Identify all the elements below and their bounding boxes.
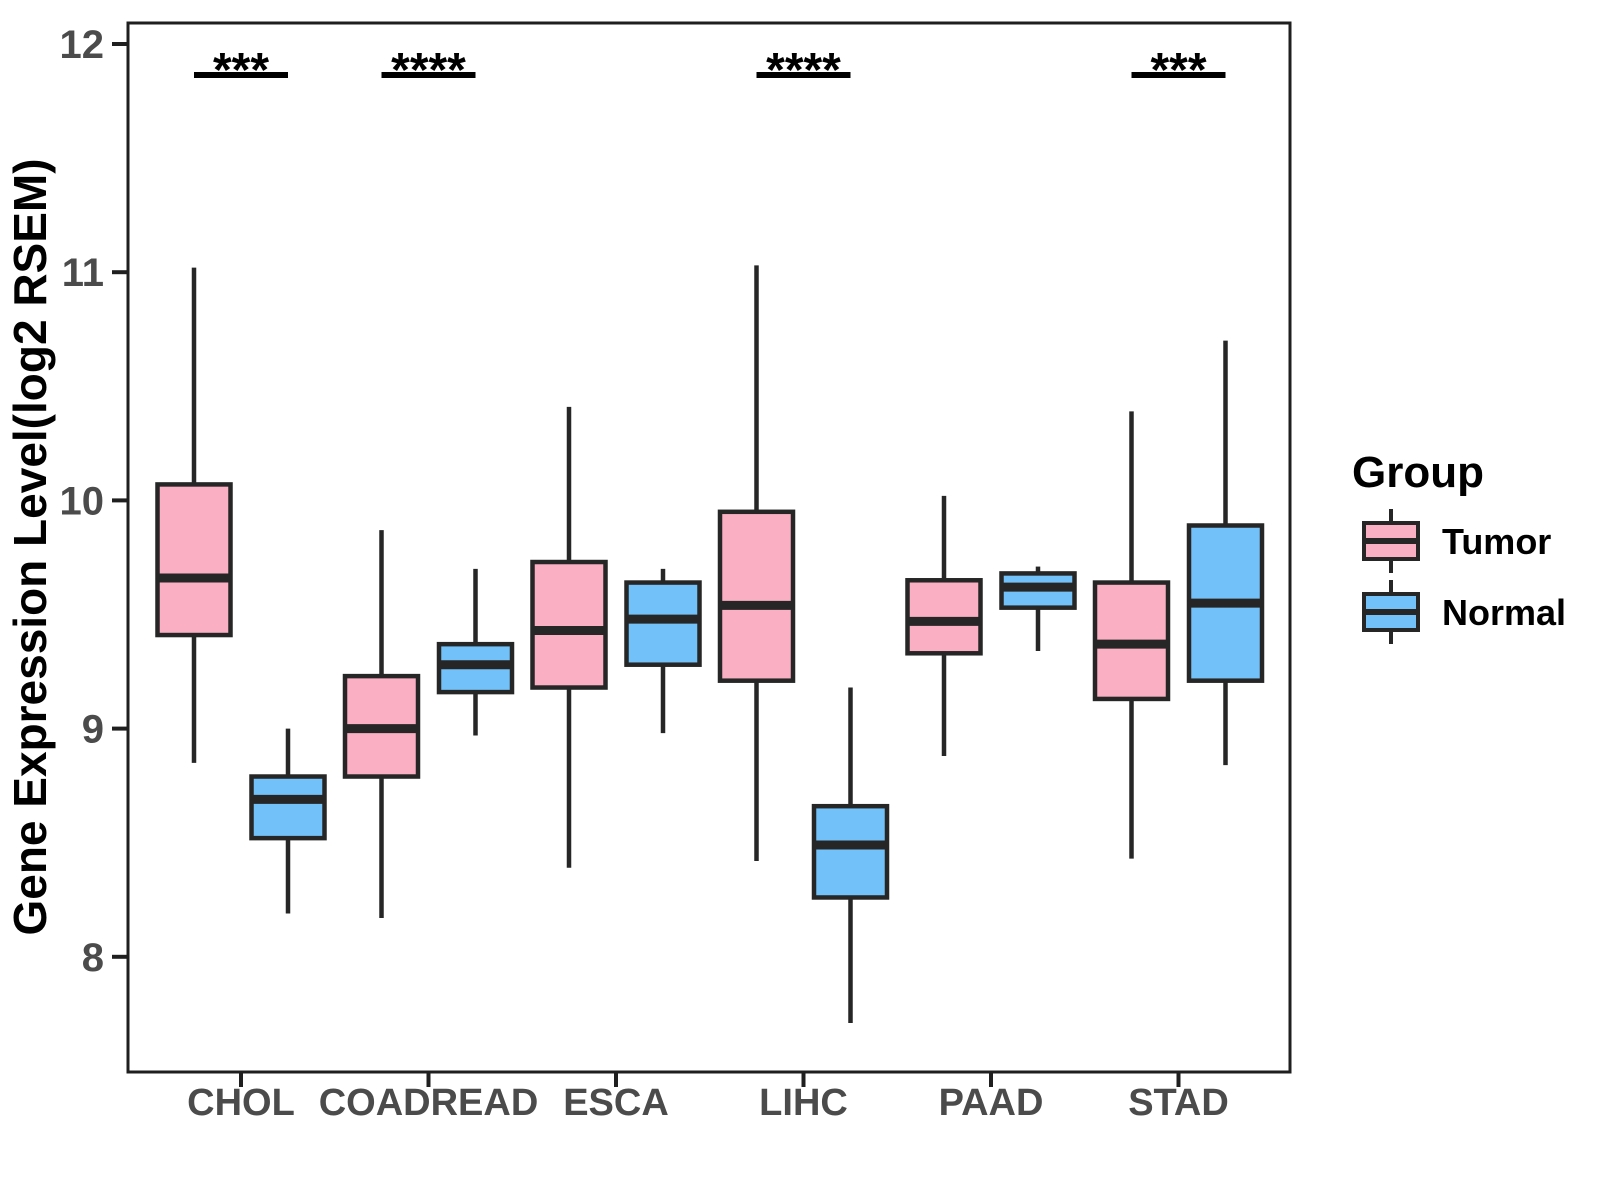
x-axis: CHOL COADREAD ESCA LIHC PAAD STAD <box>187 1072 1229 1124</box>
plot-panel <box>126 21 1292 1074</box>
iqr-box <box>811 803 890 900</box>
legend-entry-tumor: Tumor <box>1362 509 1551 573</box>
box-normal-esca <box>624 568 702 734</box>
legend-label-tumor: Tumor <box>1442 521 1551 562</box>
box-normal-stad <box>1186 340 1265 766</box>
x-tick-label-chol: CHOL <box>187 1082 295 1124</box>
tumor-boxplot-key-icon <box>1362 509 1420 573</box>
x-tick-label-esca: ESCA <box>563 1082 669 1124</box>
y-axis-title: Gene Expression Level(log2 RSEM) <box>4 158 56 935</box>
significance-stars: *** <box>1150 44 1206 97</box>
box-tumor-chol <box>155 267 233 763</box>
box-normal-chol <box>249 728 327 914</box>
significance-annotations: *** **** **** *** <box>194 44 1226 97</box>
box-tumor-lihc <box>717 265 796 861</box>
y-tick-label: 9 <box>82 708 104 752</box>
legend-label-normal: Normal <box>1442 592 1566 633</box>
box-tumor-esca <box>530 406 608 868</box>
y-tick-label: 10 <box>60 479 105 523</box>
x-tick-label-stad: STAD <box>1128 1082 1229 1124</box>
box-tumor-coadread <box>342 530 421 919</box>
significance-stars: **** <box>766 44 841 97</box>
box-tumor-stad <box>1092 411 1171 859</box>
y-tick-label: 8 <box>82 936 104 980</box>
significance-stars: *** <box>213 44 269 97</box>
significance-stad: *** <box>1131 44 1226 97</box>
iqr-box <box>530 559 608 690</box>
normal-boxplot-key-icon <box>1362 580 1420 644</box>
y-axis: 8 9 10 11 12 <box>60 23 128 980</box>
iqr-box <box>249 774 327 841</box>
box-normal-lihc <box>811 687 890 1023</box>
box-normal-coadread <box>436 568 515 736</box>
legend-entry-normal: Normal <box>1362 580 1566 644</box>
iqr-box <box>717 509 796 683</box>
box-tumor-paad <box>905 495 983 756</box>
iqr-box <box>905 578 983 656</box>
significance-lihc: **** <box>756 44 851 97</box>
significance-coadread: **** <box>381 44 476 97</box>
iqr-box <box>155 482 233 638</box>
x-tick-label-coadread: COADREAD <box>319 1082 539 1124</box>
iqr-box <box>624 580 702 667</box>
legend: Group Tumor Normal <box>1352 448 1566 644</box>
x-tick-label-paad: PAAD <box>939 1082 1044 1124</box>
legend-title: Group <box>1352 448 1484 497</box>
significance-stars: **** <box>391 44 466 97</box>
y-tick-label: 12 <box>60 23 105 67</box>
box-normal-paad <box>999 566 1077 652</box>
y-tick-label: 11 <box>62 251 104 295</box>
significance-chol: *** <box>194 44 288 97</box>
x-tick-label-lihc: LIHC <box>759 1082 848 1124</box>
boxplot-series <box>155 265 1265 1023</box>
